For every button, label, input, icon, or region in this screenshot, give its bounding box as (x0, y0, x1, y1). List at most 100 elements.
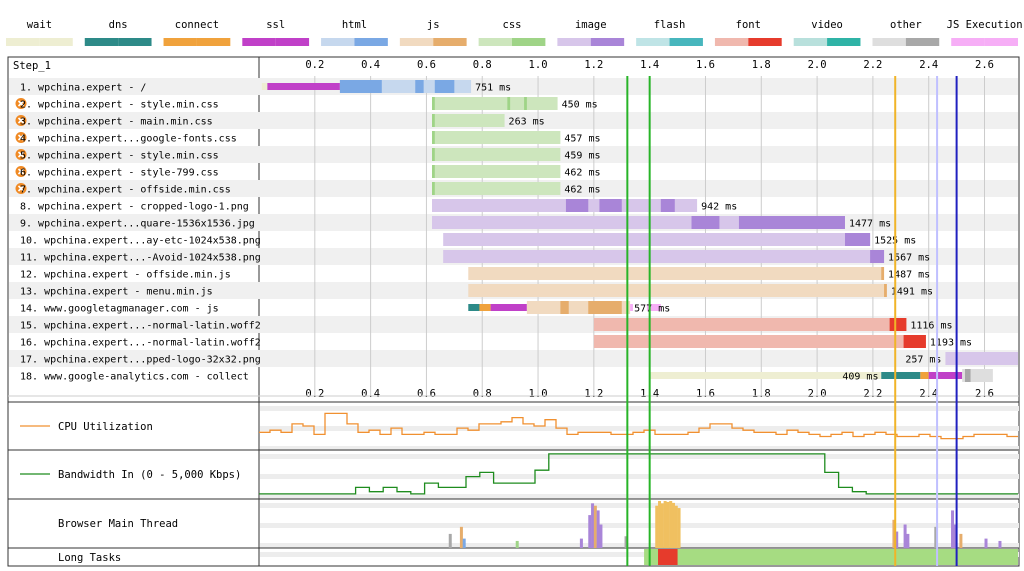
main-thread-spike (515, 540, 519, 548)
metric-panels: CPU Utilization Bandwidth In (0 - 5,000 K… (8, 395, 1019, 565)
main-thread-spike (579, 538, 583, 548)
request-duration: 751 ms (475, 83, 511, 94)
tick-label-bottom: 1.8 (752, 388, 771, 400)
main-thread-spike (677, 508, 681, 548)
request-label: 10. wpchina.expert...ay-etc-1024x538.png (20, 236, 261, 247)
main-thread-spike (663, 501, 667, 548)
phase-ssl (490, 304, 527, 311)
legend-swatch-dark (984, 38, 1018, 46)
download-chunk (560, 301, 569, 314)
download-chunk (691, 216, 720, 229)
request-row: 15. wpchina.expert...-normal-latin.woff2… (20, 318, 953, 332)
main-thread-spike (462, 538, 466, 548)
panel-stripe (260, 543, 1019, 548)
panel-stripe (260, 494, 1019, 499)
warning-cross (17, 168, 25, 175)
panel-stripe (260, 474, 1019, 479)
legend-swatch-dark (354, 38, 388, 46)
request-duration: 1487 ms (888, 270, 930, 281)
request-duration: 1116 ms (910, 321, 952, 332)
request-row: 5. wpchina.expert - style.min.css 459 ms (15, 148, 600, 162)
request-bar (432, 97, 558, 110)
main-thread-spike (953, 524, 957, 548)
cpu-line (259, 412, 1018, 440)
download-chunk (903, 335, 926, 348)
request-duration: 409 ms (842, 372, 878, 383)
bandwidth-label: Bandwidth In (0 - 5,000 Kbps) (58, 469, 241, 481)
tick-label-bottom: 2.0 (808, 388, 827, 400)
request-row: 18. www.google-analytics.com - collect 40… (20, 369, 993, 383)
download-chunk (844, 233, 871, 246)
tick-label-top: 2.0 (808, 59, 827, 71)
request-row: 7. wpchina.expert - offside.min.css 462 m… (15, 182, 600, 196)
download-chunk (964, 369, 971, 382)
request-label: 2. wpchina.expert - style.min.css (20, 100, 219, 111)
bottom-time-axis: 0.20.40.60.81.01.21.41.61.82.02.22.42.6 (305, 388, 994, 400)
legend-swatch-dark (905, 38, 940, 46)
row-stripe (9, 112, 1018, 129)
legend-swatch-dark (748, 38, 782, 46)
js-execution (630, 304, 633, 311)
request-bar (468, 284, 887, 297)
long-task-range (658, 549, 678, 565)
request-label: 3. wpchina.expert - main.min.css (20, 117, 213, 128)
tick-label-bottom: 2.4 (919, 388, 938, 400)
request-label: 15. wpchina.expert...-normal-latin.woff2 (20, 321, 261, 332)
download-chunk (738, 216, 845, 229)
cpu-label: CPU Utilization (58, 421, 153, 433)
legend-label-video: video (811, 19, 843, 31)
row-stripe (9, 350, 1018, 367)
legend-swatch-light (242, 38, 276, 46)
request-bar (432, 148, 561, 161)
tick-label-bottom: 0.2 (305, 388, 324, 400)
phase-ssl (928, 372, 963, 379)
request-row: 8. wpchina.expert - cropped-logo-1.png 94… (20, 199, 737, 213)
legend-label-js-execution: JS Execution (947, 19, 1023, 31)
request-row: 10. wpchina.expert...ay-etc-1024x538.png… (20, 233, 916, 247)
main-thread-spike (671, 502, 675, 548)
request-duration: 577 ms (634, 304, 670, 315)
js-execution (646, 304, 661, 311)
legend-swatch-dark (39, 38, 73, 46)
legend-label-wait: wait (27, 19, 52, 31)
request-duration: 457 ms (564, 134, 600, 145)
legend-label-image: image (575, 19, 607, 31)
phase-ssl (267, 83, 340, 90)
tick-label-bottom: 2.6 (975, 388, 994, 400)
request-bar (443, 233, 871, 246)
tick-label-bottom: 0.8 (473, 388, 492, 400)
panel-stripe (260, 406, 1019, 411)
main-thread-spike (934, 526, 938, 548)
download-chunk (881, 267, 885, 280)
main-thread-spike (674, 505, 678, 548)
tick-label-top: 1.6 (696, 59, 715, 71)
legend-swatch-light (478, 38, 512, 46)
download-chunk (415, 80, 424, 93)
main-thread-spike (596, 510, 600, 548)
download-chunk (432, 97, 435, 110)
main-thread-spike (448, 533, 452, 548)
main-thread-spike (892, 519, 896, 548)
main-thread-label: Browser Main Thread (58, 518, 178, 530)
request-duration: 462 ms (564, 185, 600, 196)
main-thread-spike (669, 501, 673, 548)
legend-swatch-dark (512, 38, 546, 46)
request-row: 1. wpchina.expert - / 751 ms (20, 80, 511, 94)
panel-stripe (260, 523, 1019, 528)
legend-swatch-dark (118, 38, 152, 46)
request-duration: 450 ms (562, 100, 598, 111)
download-chunk (889, 318, 907, 331)
tick-label-bottom: 2.2 (863, 388, 882, 400)
main-thread-spike (660, 503, 664, 548)
tick-label-bottom: 1.0 (529, 388, 548, 400)
tick-label-top: 1.4 (640, 59, 659, 71)
request-row: 2. wpchina.expert - style.min.css 450 ms (15, 97, 598, 111)
tick-label-top: 1.8 (752, 59, 771, 71)
download-chunk (660, 199, 675, 212)
main-thread-spike (666, 501, 670, 548)
main-thread-spike (624, 536, 628, 548)
download-chunk (432, 131, 435, 144)
main-thread-spike (895, 531, 899, 548)
top-time-axis: 0.2 0.4 0.6 0.8 1.0 1.2 1.4 1.6 1.8 2.0 2.2 2.4 2.6 (305, 59, 994, 71)
tick-label-top: 0.8 (473, 59, 492, 71)
